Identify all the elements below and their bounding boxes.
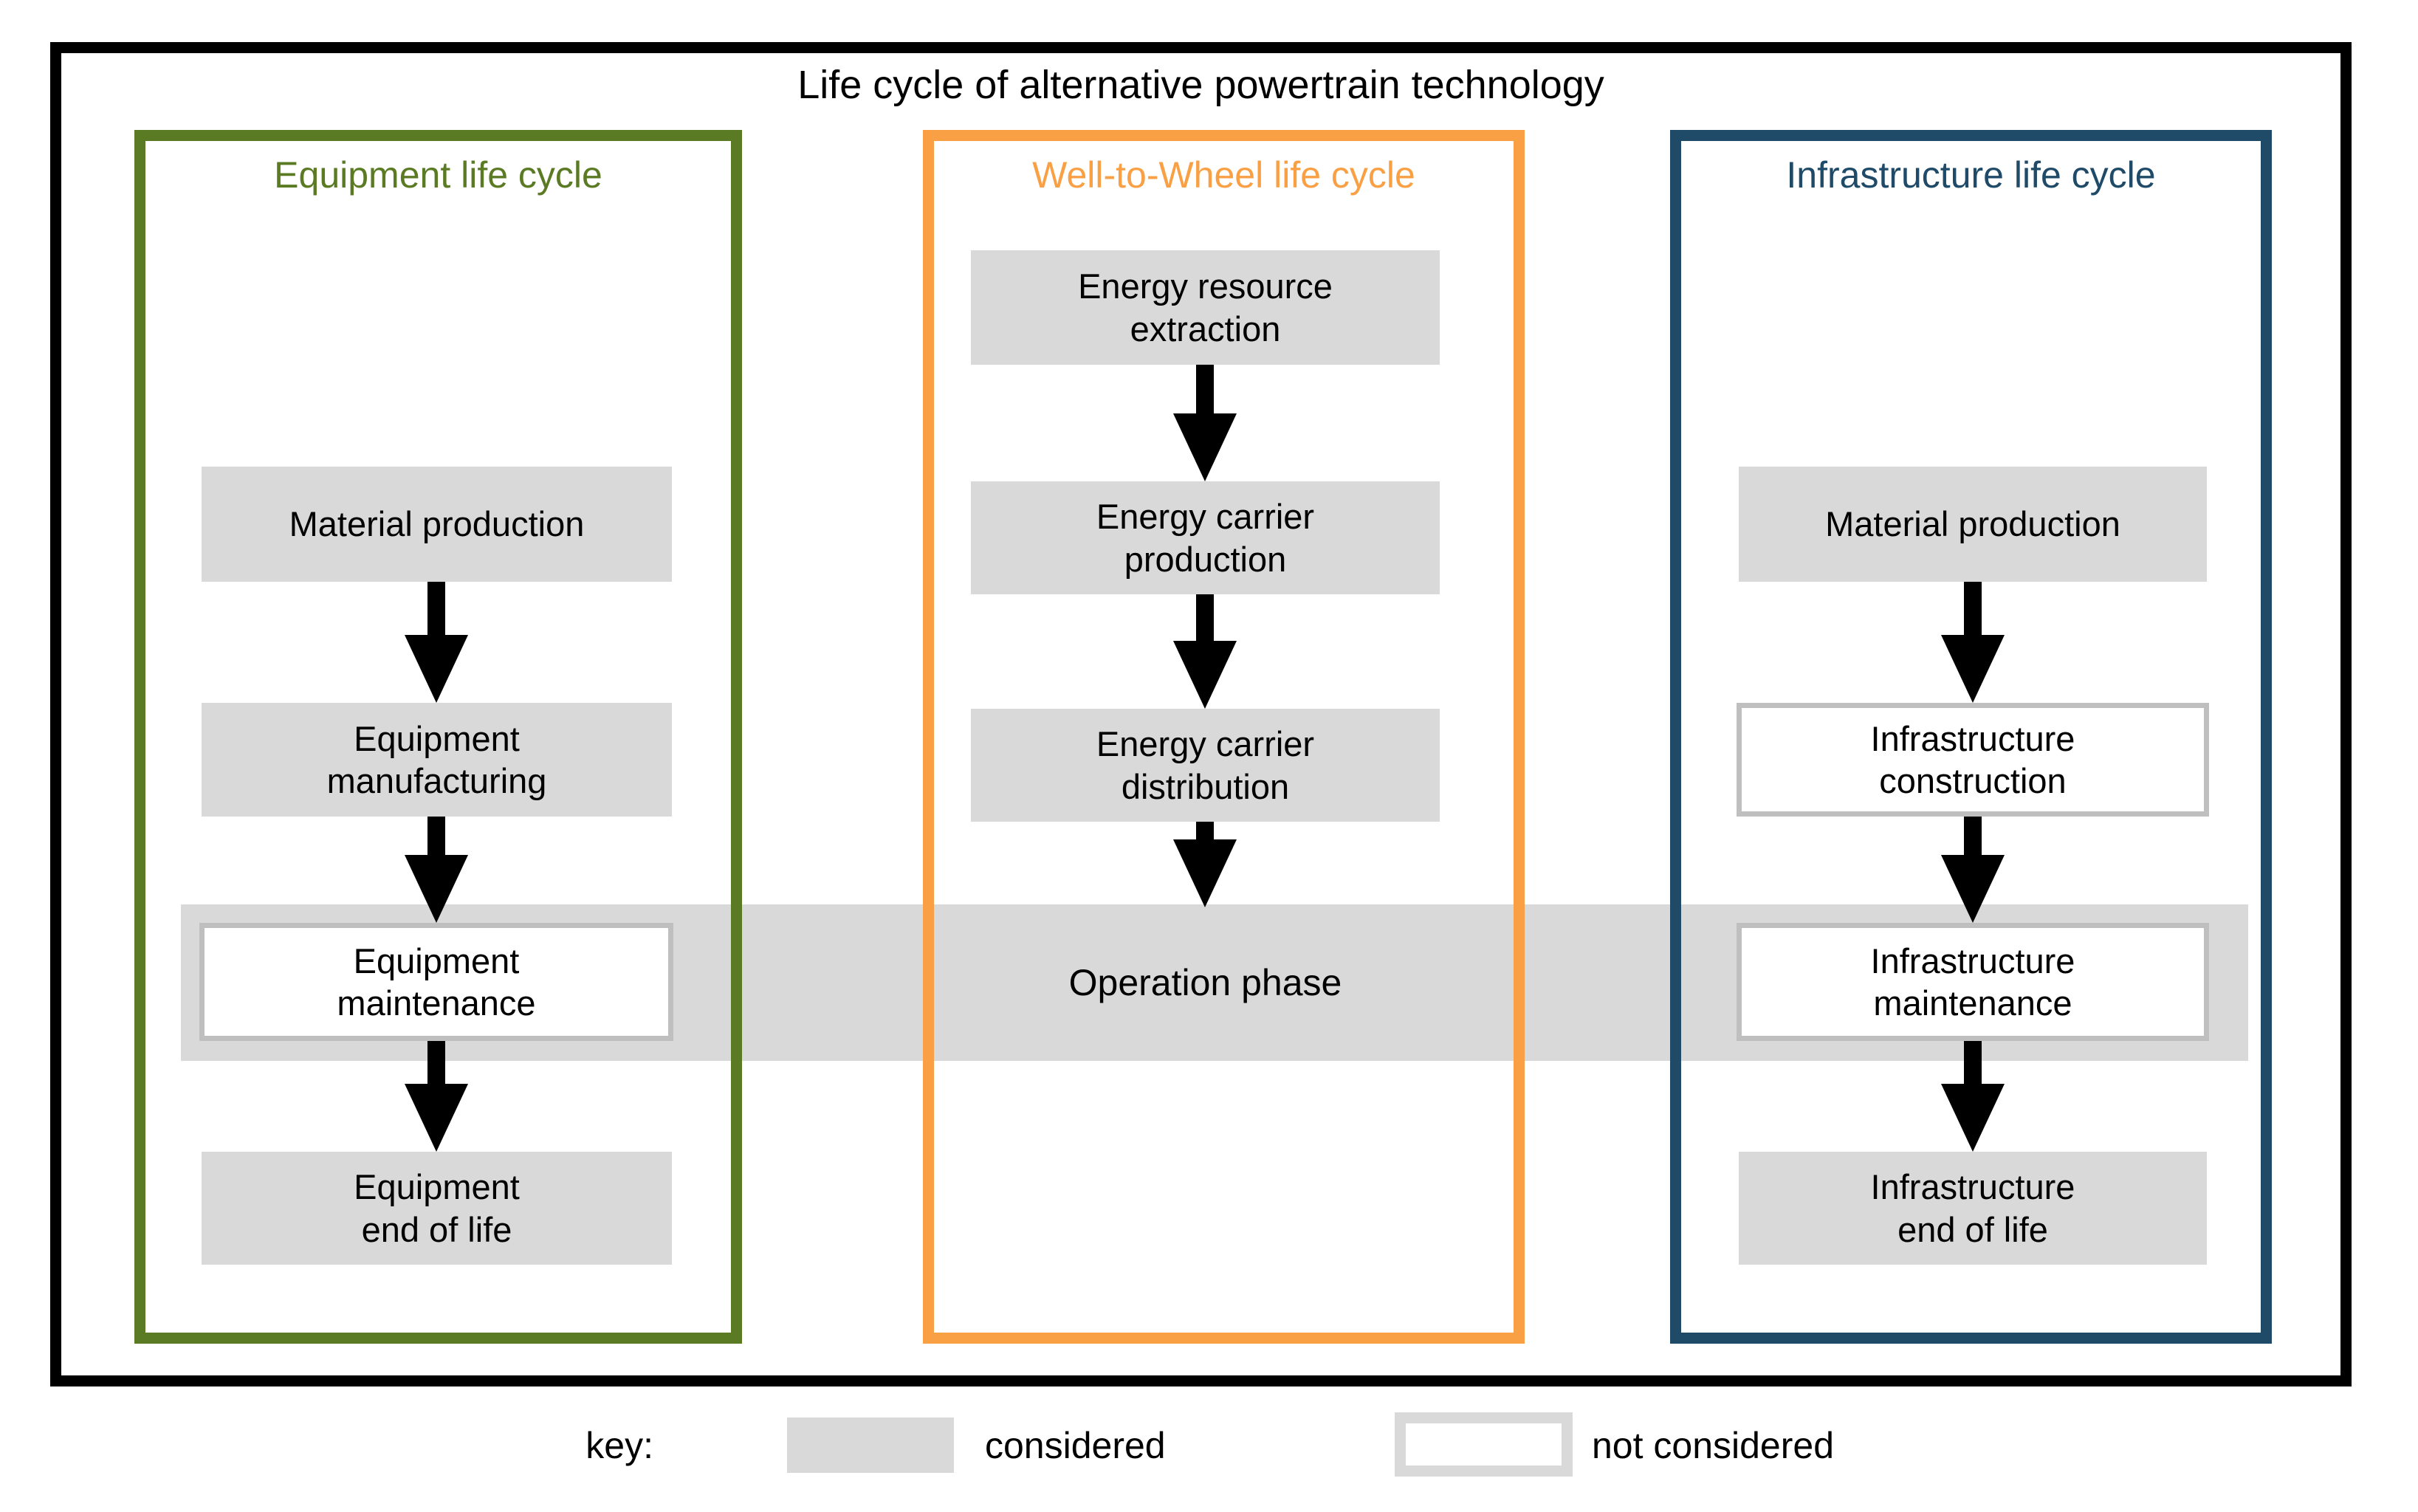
equipment-column-title: Equipment life cycle xyxy=(274,154,602,196)
considered-label: considered xyxy=(985,1425,1166,1466)
arrow-infrastructure-3 xyxy=(1941,1041,2005,1152)
arrow-infrastructure-1 xyxy=(1941,582,2005,703)
well-to-wheel-column-title: Well-to-Wheel life cycle xyxy=(1032,154,1415,196)
arrow-equipment-3 xyxy=(405,1041,468,1152)
arrow-head-icon xyxy=(1173,839,1237,907)
considered-swatch xyxy=(787,1418,954,1473)
energy-resource-extraction-box: Energy resource extraction xyxy=(971,250,1440,365)
arrow-equipment-2 xyxy=(405,817,468,923)
arrow-head-icon xyxy=(1941,635,2005,703)
equipment-manufacturing-box: Equipment manufacturing xyxy=(202,703,672,817)
equipment-material-production-box: Material production xyxy=(202,467,672,582)
infrastructure-maintenance-box: Infrastructure maintenance xyxy=(1737,923,2209,1041)
arrow-shaft xyxy=(427,817,445,855)
arrow-shaft xyxy=(427,1041,445,1084)
arrow-head-icon xyxy=(405,1084,468,1152)
not-considered-label: not considered xyxy=(1592,1425,1835,1466)
arrow-head-icon xyxy=(405,855,468,923)
energy-carrier-distribution-box: Energy carrier distribution xyxy=(971,709,1440,822)
arrow-head-icon xyxy=(1173,641,1237,709)
infrastructure-column-title: Infrastructure life cycle xyxy=(1786,154,2156,196)
outer-frame xyxy=(50,42,2352,1386)
operation-phase-label: Operation phase xyxy=(1068,962,1342,1003)
arrow-shaft xyxy=(1196,365,1214,413)
infrastructure-column-frame xyxy=(1670,130,2272,1344)
well-to-wheel-column-frame xyxy=(923,130,1525,1344)
not-considered-swatch xyxy=(1395,1412,1573,1477)
equipment-maintenance-box: Equipment maintenance xyxy=(199,923,673,1041)
arrow-wtw-2 xyxy=(1173,594,1237,709)
arrow-shaft xyxy=(1196,594,1214,641)
arrow-head-icon xyxy=(1941,1084,2005,1152)
arrow-shaft xyxy=(1196,822,1214,839)
arrow-shaft xyxy=(1964,1041,1982,1084)
diagram-title: Life cycle of alternative powertrain tec… xyxy=(797,63,1604,107)
arrow-head-icon xyxy=(405,635,468,703)
infrastructure-material-production-box: Material production xyxy=(1739,467,2207,582)
key-label: key: xyxy=(585,1425,653,1466)
infrastructure-end-of-life-box: Infrastructure end of life xyxy=(1739,1152,2207,1265)
arrow-head-icon xyxy=(1173,413,1237,481)
infrastructure-construction-box: Infrastructure construction xyxy=(1737,703,2209,817)
arrow-equipment-1 xyxy=(405,582,468,703)
arrow-wtw-1 xyxy=(1173,365,1237,481)
equipment-column-frame xyxy=(134,130,742,1344)
energy-carrier-production-box: Energy carrier production xyxy=(971,481,1440,594)
arrow-infrastructure-2 xyxy=(1941,817,2005,923)
arrow-shaft xyxy=(1964,817,1982,855)
equipment-end-of-life-box: Equipment end of life xyxy=(202,1152,672,1265)
arrow-head-icon xyxy=(1941,855,2005,923)
arrow-wtw-3 xyxy=(1173,822,1237,907)
arrow-shaft xyxy=(427,582,445,635)
arrow-shaft xyxy=(1964,582,1982,635)
